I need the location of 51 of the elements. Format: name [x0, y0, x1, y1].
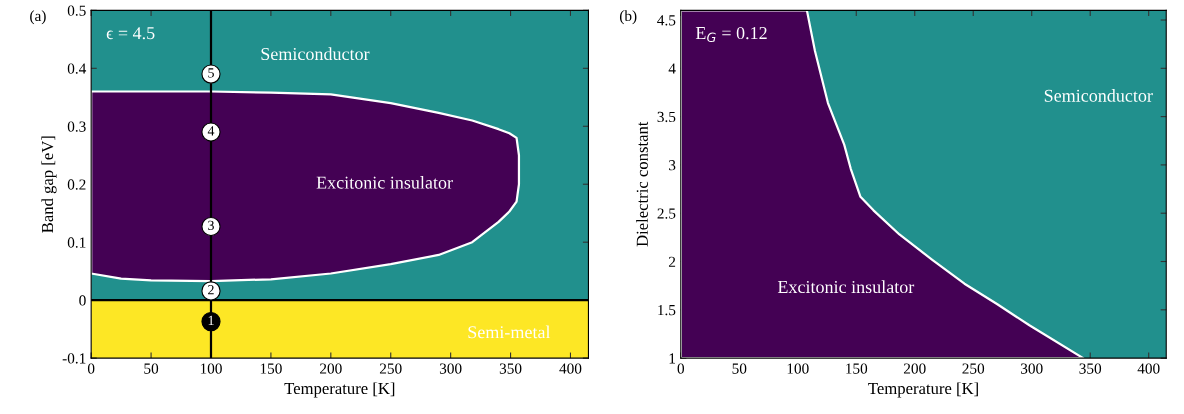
annotation: Excitonic insulator	[316, 176, 453, 189]
y-tick-label: 0	[79, 295, 86, 306]
x-tick-label: 200	[903, 363, 926, 374]
x-tick-label: 250	[379, 363, 402, 374]
y-tick-label: 1	[669, 353, 676, 364]
annotation: E$_{G}$ = 0.12	[695, 26, 767, 43]
x-tick-label: 200	[320, 363, 342, 374]
annotation: 5	[208, 68, 214, 78]
annotation: 2	[208, 285, 214, 295]
x-tick-label: 350	[499, 363, 522, 374]
y-tick-label: 0.4	[67, 63, 87, 74]
text: (b)	[619, 10, 637, 25]
y-tick-label: 0.3	[67, 121, 86, 132]
y-tick-label: 1.5	[658, 305, 676, 316]
y-tick-label: 3.5	[657, 111, 676, 123]
y-tick-label: 4.5	[657, 15, 676, 26]
x-tick-label: 150	[846, 363, 868, 374]
annotation: Semi-metal	[468, 325, 551, 339]
annotation: ϵ = 4.5	[106, 27, 155, 40]
x-tick-label: 400	[1137, 363, 1160, 374]
x-tick-label: 50	[144, 363, 159, 374]
annotation: 1	[208, 315, 214, 325]
y-axis-title: Dielectric constant	[636, 121, 648, 247]
y-tick-label: 0.2	[67, 179, 86, 190]
y-tick-label: 4	[668, 63, 676, 74]
annotation: Semiconductor	[261, 47, 370, 61]
annotation: 3	[208, 220, 214, 231]
x-tick-label: 400	[559, 363, 582, 374]
y-axis-title: Band gap [eV]	[41, 136, 57, 233]
x-tick-label: 0	[87, 363, 95, 374]
annotation: Semiconductor	[1044, 89, 1153, 102]
x-tick-label: 100	[200, 363, 222, 374]
text: (a)	[30, 10, 46, 25]
y-tick-label: 2	[668, 256, 676, 267]
x-tick-label: 150	[260, 363, 282, 374]
annotation: 4	[207, 126, 215, 136]
y-tick-label: 3	[669, 160, 676, 171]
x-tick-label: 100	[787, 363, 809, 374]
x-tick-label: 300	[1020, 363, 1043, 374]
x-tick-label: 300	[439, 363, 462, 374]
x-tick-label: 250	[962, 363, 985, 374]
x-axis-title: Temperature [K]	[868, 382, 978, 398]
y-tick-label: -0.1	[62, 353, 86, 364]
x-tick-label: 0	[677, 363, 685, 374]
x-axis-title: Temperature [K]	[284, 382, 395, 398]
y-tick-label: 2.5	[657, 208, 676, 219]
annotation: Excitonic insulator	[777, 280, 915, 294]
x-tick-label: 50	[732, 363, 747, 374]
x-tick-label: 350	[1079, 363, 1102, 374]
y-tick-label: 0.1	[67, 237, 86, 248]
y-tick-label: 0.5	[67, 5, 86, 16]
